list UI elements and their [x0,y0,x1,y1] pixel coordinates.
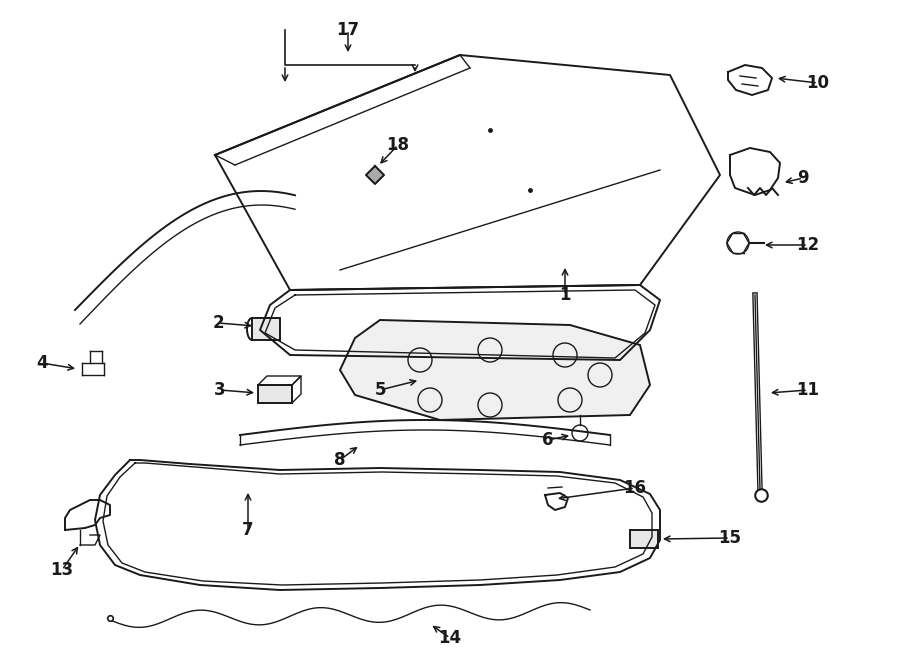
Text: 13: 13 [50,561,74,579]
Text: 14: 14 [438,629,462,647]
FancyBboxPatch shape [258,385,292,403]
FancyBboxPatch shape [252,318,280,340]
Text: 17: 17 [337,21,360,39]
FancyBboxPatch shape [630,530,658,548]
Text: 12: 12 [796,236,820,254]
Text: 6: 6 [542,431,554,449]
Text: 4: 4 [36,354,48,372]
Text: 11: 11 [796,381,820,399]
Text: 8: 8 [334,451,346,469]
Text: 18: 18 [386,136,410,154]
Text: 7: 7 [242,521,254,539]
Text: 5: 5 [374,381,386,399]
Text: 15: 15 [718,529,742,547]
Text: 2: 2 [212,314,224,332]
Text: 3: 3 [214,381,226,399]
Text: 16: 16 [624,479,646,497]
Text: 10: 10 [806,74,830,92]
Polygon shape [340,320,650,420]
Text: 1: 1 [559,286,571,304]
Text: 9: 9 [797,169,809,187]
Polygon shape [366,166,384,184]
